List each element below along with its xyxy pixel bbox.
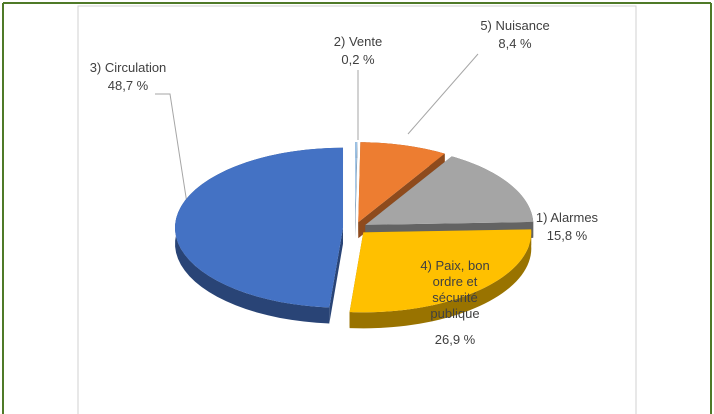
data-label: 0,2 % xyxy=(341,52,375,67)
slice xyxy=(175,147,344,308)
leader xyxy=(155,93,189,211)
data-label: 26,9 % xyxy=(434,332,476,347)
leader xyxy=(407,53,479,135)
data-label: 5) Nuisance xyxy=(480,18,550,33)
slice xyxy=(358,142,445,223)
slice xyxy=(349,229,532,313)
slice xyxy=(365,156,534,225)
slice-side xyxy=(349,229,532,329)
chart-area xyxy=(77,5,637,414)
data-label: 3) Circulation xyxy=(89,60,167,75)
data-label: 4) Paix, bon ordre et sécurité publique xyxy=(420,258,490,321)
data-label: 48,7 % xyxy=(107,78,149,93)
slice xyxy=(355,142,358,223)
data-label: 1) Alarmes xyxy=(535,210,599,225)
data-label: 2) Vente xyxy=(333,34,383,49)
data-label: 15,8 % xyxy=(546,228,588,243)
slice-side xyxy=(355,142,358,239)
slice-side xyxy=(329,227,344,324)
data-label: 8,4 % xyxy=(498,36,532,51)
